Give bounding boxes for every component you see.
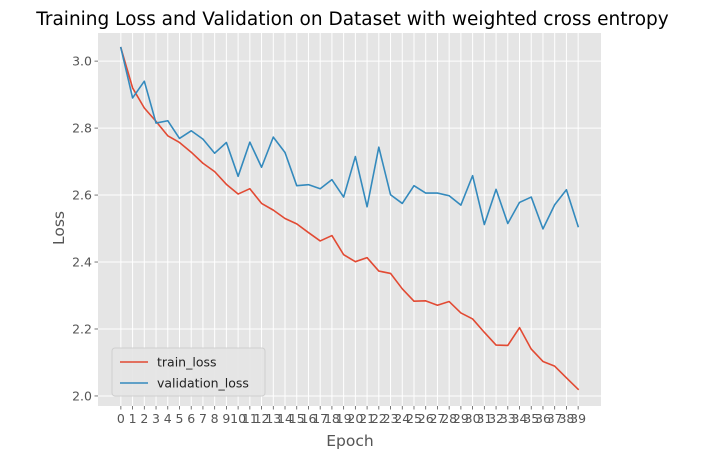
x-tick-label: 27 bbox=[429, 411, 445, 426]
x-tick-label: 10 bbox=[230, 411, 246, 426]
x-tick-label: 13 bbox=[265, 411, 281, 426]
x-tick-label: 8 bbox=[211, 411, 219, 426]
x-tick-label: 32 bbox=[488, 411, 504, 426]
x-tick-label: 37 bbox=[547, 411, 563, 426]
x-tick-label: 20 bbox=[347, 411, 363, 426]
legend: train_loss validation_loss bbox=[111, 347, 266, 397]
x-tick-label: 2 bbox=[140, 411, 148, 426]
x-tick-label: 26 bbox=[418, 411, 434, 426]
x-tick-label: 4 bbox=[164, 411, 172, 426]
x-tick-label: 19 bbox=[336, 411, 352, 426]
x-tick-label: 12 bbox=[254, 411, 270, 426]
train-loss-line bbox=[119, 46, 580, 391]
x-tick-label: 25 bbox=[406, 411, 422, 426]
series-lines bbox=[119, 46, 580, 391]
x-tick-label: 23 bbox=[383, 411, 399, 426]
plot-area bbox=[98, 33, 601, 406]
x-tick-label: 3 bbox=[152, 411, 160, 426]
x-tick-label: 24 bbox=[394, 411, 410, 426]
x-tick-label: 35 bbox=[523, 411, 539, 426]
x-tick-label: 11 bbox=[242, 411, 258, 426]
x-tick-label: 30 bbox=[465, 411, 481, 426]
x-tick-label: 17 bbox=[312, 411, 328, 426]
y-tick-label: 2.2 bbox=[72, 321, 92, 336]
x-tick-label: 34 bbox=[512, 411, 528, 426]
x-tick-label: 28 bbox=[441, 411, 457, 426]
y-axis-label: Loss bbox=[50, 211, 68, 245]
x-axis-label: Epoch bbox=[326, 432, 373, 450]
x-tick-label: 22 bbox=[371, 411, 387, 426]
x-tick-label: 15 bbox=[289, 411, 305, 426]
y-axis-ticks: 2.0 2.2 2.4 2.6 2.8 3.0 bbox=[72, 54, 98, 403]
x-tick-label: 33 bbox=[500, 411, 516, 426]
x-tick-label: 36 bbox=[535, 411, 551, 426]
validation-loss-line bbox=[119, 46, 580, 230]
y-tick-label: 3.0 bbox=[72, 54, 92, 69]
y-tick-label: 2.8 bbox=[72, 121, 92, 136]
x-tick-label: 5 bbox=[176, 411, 184, 426]
chart-title: Training Loss and Validation on Dataset … bbox=[35, 9, 668, 30]
x-tick-label: 6 bbox=[187, 411, 195, 426]
x-tick-label: 21 bbox=[359, 411, 375, 426]
x-tick-label: 7 bbox=[199, 411, 207, 426]
x-tick-label: 9 bbox=[222, 411, 230, 426]
x-tick-label: 38 bbox=[558, 411, 574, 426]
legend-box bbox=[111, 347, 266, 397]
x-tick-label: 16 bbox=[301, 411, 317, 426]
y-tick-label: 2.6 bbox=[72, 188, 92, 203]
legend-label: validation_loss bbox=[157, 376, 249, 391]
legend-label: train_loss bbox=[157, 355, 217, 370]
x-axis-ticks: 0 1 2 3 4 5 6 7 8 9 101112131415161718192021222324… bbox=[117, 406, 586, 426]
x-tick-label: 29 bbox=[453, 411, 469, 426]
x-tick-label: 18 bbox=[324, 411, 340, 426]
x-tick-label: 14 bbox=[277, 411, 293, 426]
x-tick-label: 31 bbox=[476, 411, 492, 426]
y-tick-label: 2.0 bbox=[72, 388, 92, 403]
x-tick-label: 0 bbox=[117, 411, 125, 426]
grid bbox=[98, 33, 601, 406]
x-tick-label: 39 bbox=[570, 411, 586, 426]
x-tick-label: 1 bbox=[129, 411, 137, 426]
y-tick-label: 2.4 bbox=[72, 255, 92, 270]
